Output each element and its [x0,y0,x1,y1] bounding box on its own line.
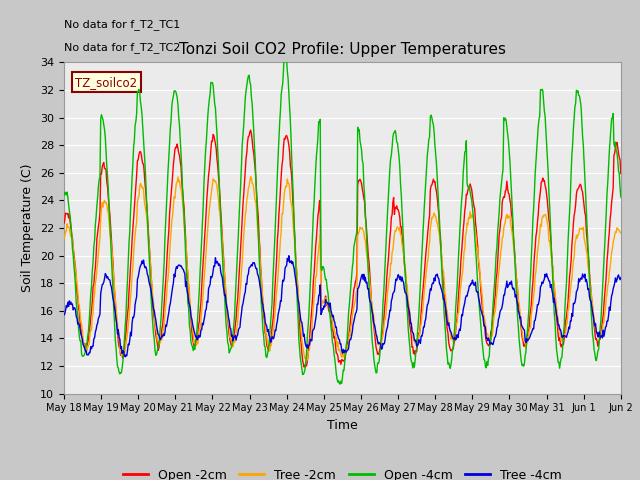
Y-axis label: Soil Temperature (C): Soil Temperature (C) [22,164,35,292]
Text: No data for f_T2_TC1: No data for f_T2_TC1 [64,19,180,30]
Text: TZ_soilco2: TZ_soilco2 [75,75,137,89]
Legend: Open -2cm, Tree -2cm, Open -4cm, Tree -4cm: Open -2cm, Tree -2cm, Open -4cm, Tree -4… [118,464,567,480]
Title: Tonzi Soil CO2 Profile: Upper Temperatures: Tonzi Soil CO2 Profile: Upper Temperatur… [179,42,506,57]
X-axis label: Time: Time [327,419,358,432]
Text: No data for f_T2_TC2: No data for f_T2_TC2 [64,43,180,53]
